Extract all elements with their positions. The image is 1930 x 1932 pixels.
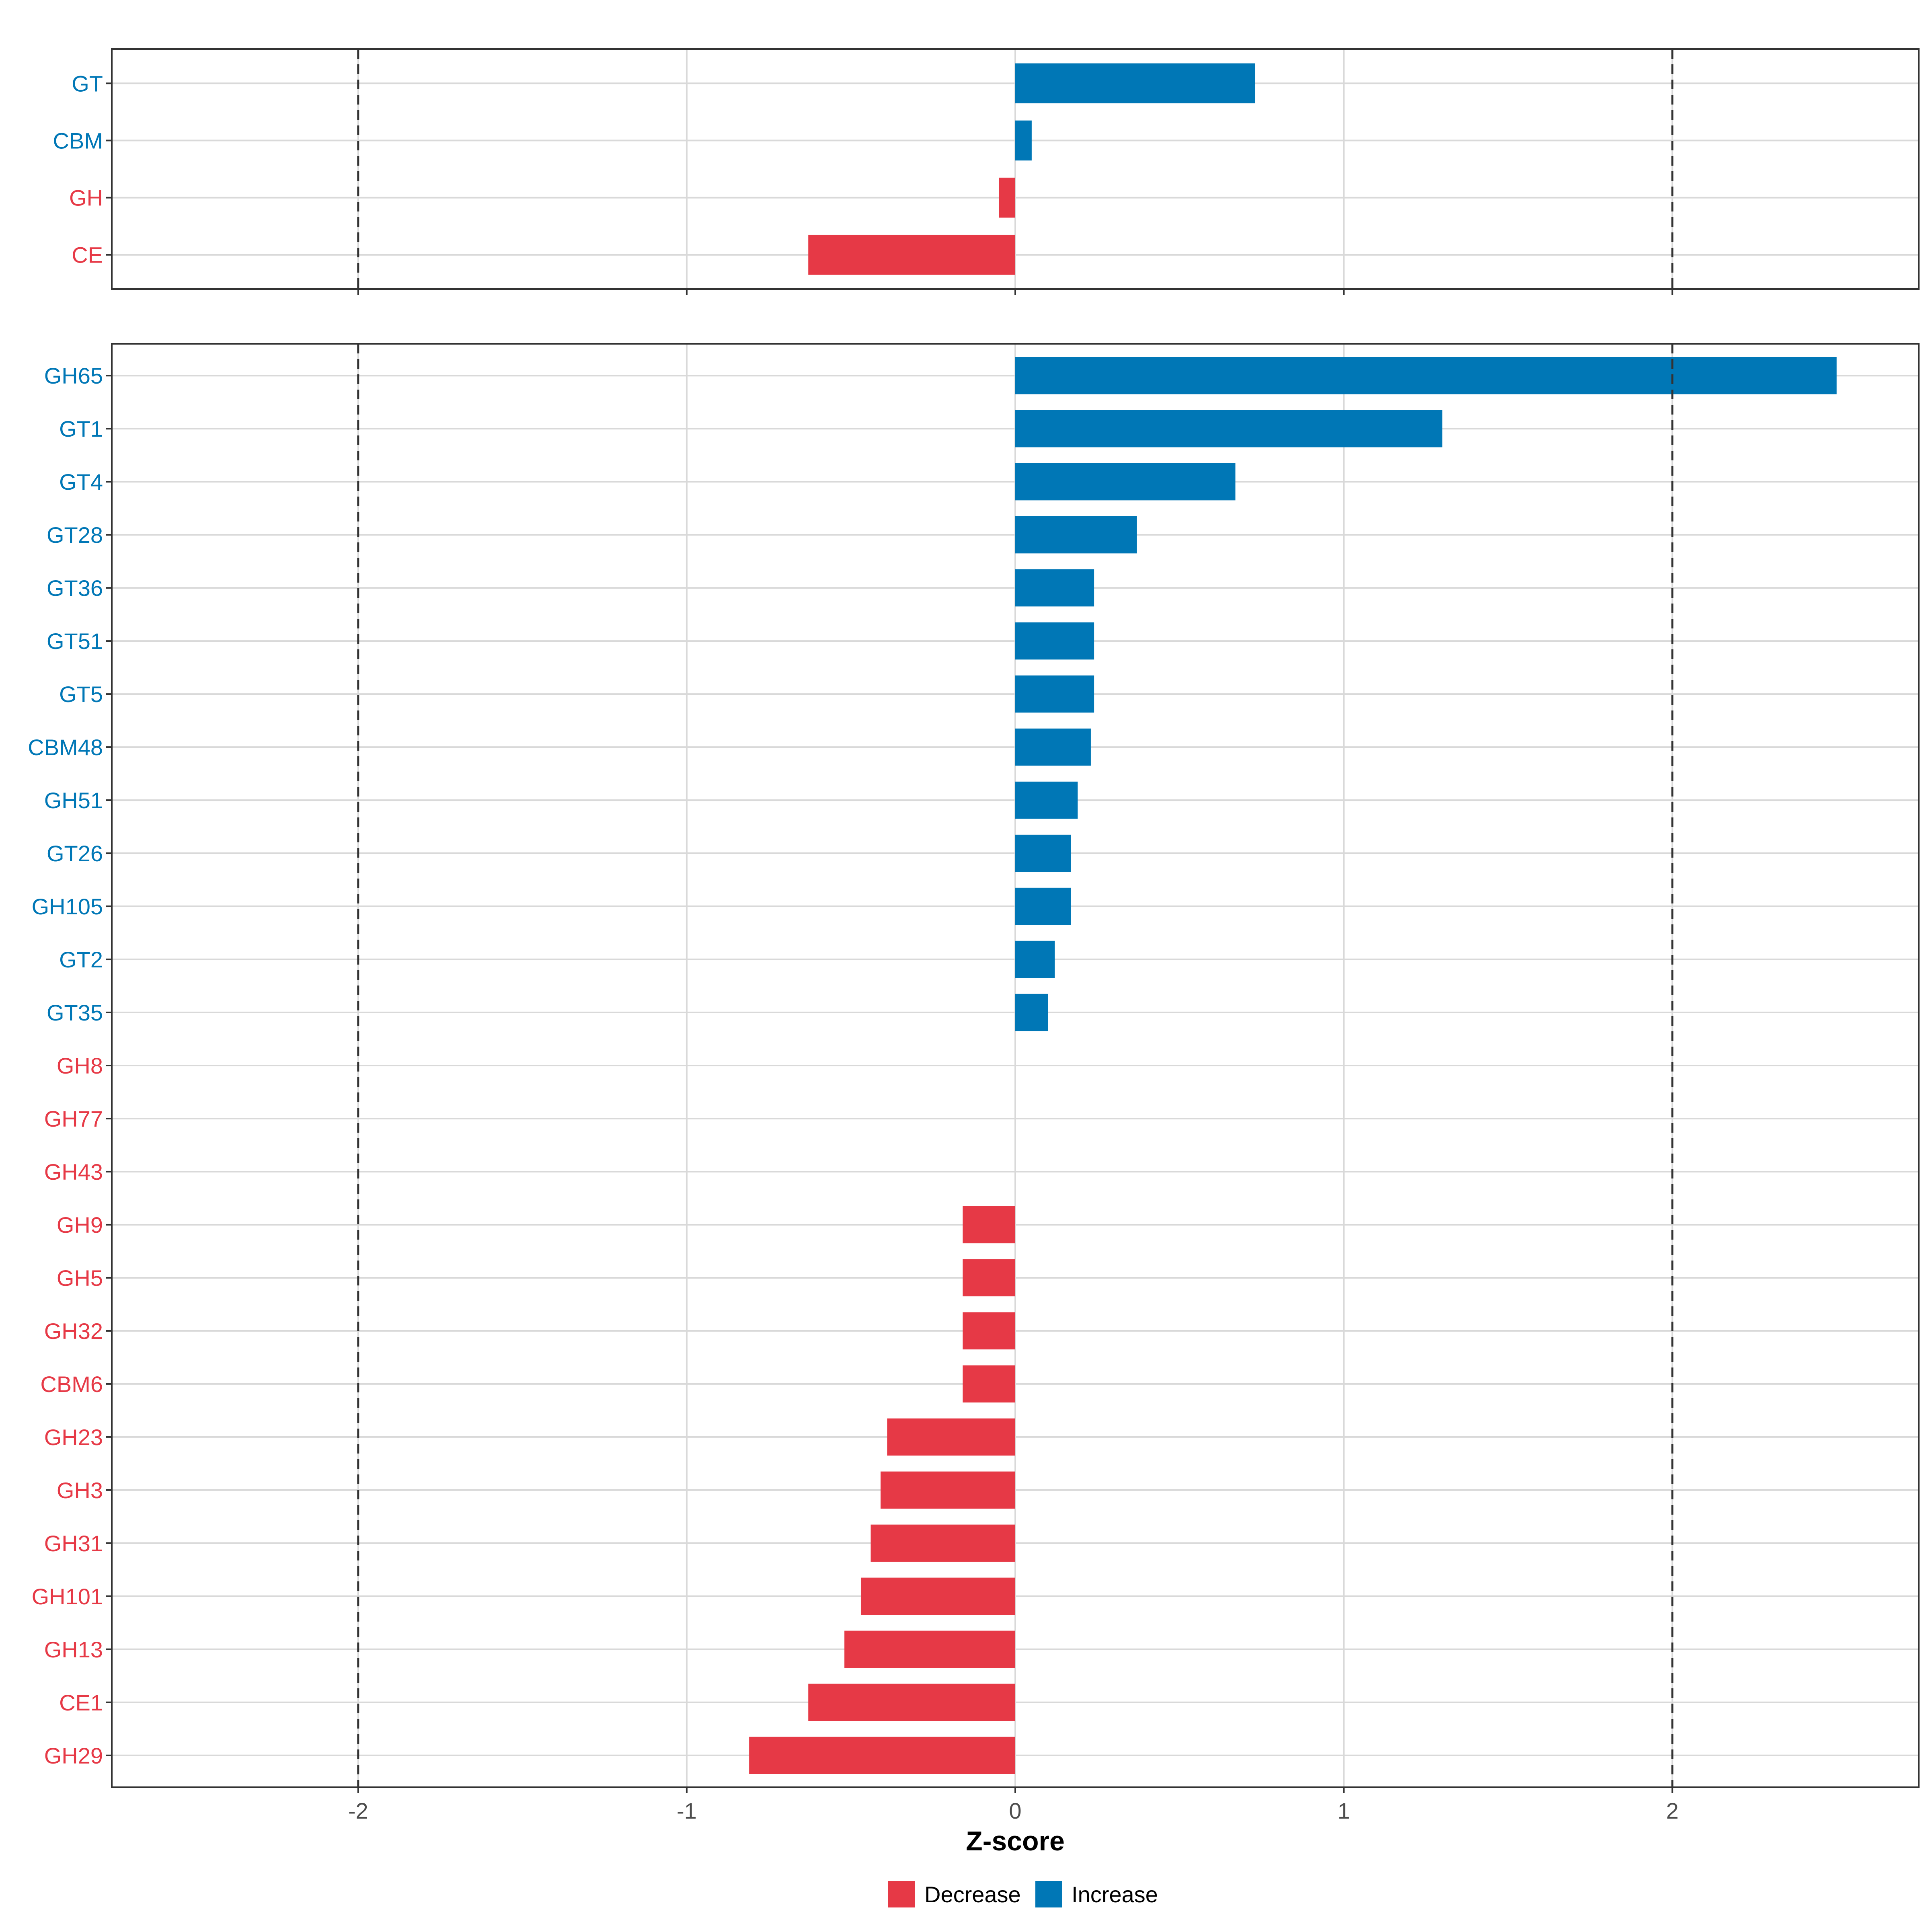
legend-swatch-decrease [888,1881,915,1907]
bar-cbm48 [1015,728,1091,766]
bar-gh5 [963,1259,1015,1297]
category-label-gt: GT [72,71,103,96]
category-label-gh77: GH77 [44,1106,103,1131]
x-tick-label: -2 [348,1798,368,1823]
category-label-gh105: GH105 [32,894,103,919]
category-label-cbm48: CBM48 [28,735,103,760]
legend-label-decrease: Decrease [924,1882,1021,1907]
legend-label-increase: Increase [1072,1882,1158,1907]
bar-gh [999,177,1015,218]
bar-gt26 [1015,834,1071,872]
x-tick-label: -1 [677,1798,697,1823]
category-label-gt36: GT36 [47,575,103,601]
bar-ce [808,234,1015,275]
bar-cbm6 [963,1365,1015,1403]
legend-swatch-increase [1035,1881,1062,1907]
bar-gh9 [963,1206,1015,1244]
category-label-gh31: GH31 [44,1531,103,1556]
legend: Decrease Increase [888,1881,1158,1907]
bar-gh65 [1015,357,1837,394]
bar-gh101 [860,1577,1015,1615]
category-label-cbm: CBM [53,128,103,153]
bar-gh23 [887,1418,1015,1456]
panel-family-level: GH65 GT1 GT4 GT28 GT36 GT51 GT5 CBM48 GH51 GT26 GH… [28,343,1920,1793]
bar-gt1 [1015,410,1443,448]
category-label-gt4: GT4 [59,469,103,495]
x-axis-title: Z-score [966,1826,1065,1856]
bar-gt35 [1015,994,1048,1031]
category-label-ce1: CE1 [59,1690,103,1715]
category-label-gh9: GH9 [57,1212,103,1238]
category-label-gt35: GT35 [47,1000,103,1025]
bar-gh13 [844,1630,1015,1668]
category-label-gh43: GH43 [44,1159,103,1185]
x-tick-label: 0 [1009,1798,1021,1823]
category-label-gt28: GT28 [47,522,103,548]
bar-gh29 [749,1737,1015,1774]
x-tick-label: 2 [1666,1798,1679,1823]
bar-ce1 [808,1684,1015,1721]
category-label-gt51: GT51 [47,628,103,654]
category-label-gt2: GT2 [59,947,103,972]
bar-cbm [1015,120,1032,161]
category-label-gh5: GH5 [57,1265,103,1291]
category-label-gh29: GH29 [44,1743,103,1768]
category-label-ce: CE [72,242,103,268]
bar-gh31 [871,1524,1015,1562]
bar-gt [1015,63,1255,104]
x-tick-label: 1 [1338,1798,1350,1823]
category-label-gh3: GH3 [57,1478,103,1503]
category-label-gh23: GH23 [44,1425,103,1450]
category-label-gh: GH [69,185,103,211]
category-label-gt26: GT26 [47,841,103,866]
category-label-gh13: GH13 [44,1637,103,1662]
bar-gh51 [1015,781,1078,819]
category-label-gh32: GH32 [44,1318,103,1344]
bar-gh32 [963,1312,1015,1350]
x-axis: -2 -1 0 1 2 [348,1798,1679,1823]
bar-gt5 [1015,675,1094,713]
bar-gt28 [1015,516,1137,554]
category-label-gh8: GH8 [57,1053,103,1078]
bar-gh3 [880,1471,1015,1509]
panel-class-level: GT CBM GH CE [53,48,1920,295]
bar-gt36 [1015,569,1094,607]
bar-gt51 [1015,622,1094,660]
category-label-gt1: GT1 [59,416,103,441]
category-label-gt5: GT5 [59,682,103,707]
panels-layer: GTCBMGHCEGH65GT1GT4GT28GT36GT51GT5CBM48G… [28,48,1920,1823]
category-label-gh101: GH101 [32,1584,103,1609]
bar-gt4 [1015,463,1236,501]
bar-gh105 [1015,887,1071,925]
category-label-gh65: GH65 [44,363,103,388]
bar-gt2 [1015,940,1055,978]
category-label-cbm6: CBM6 [40,1371,103,1397]
category-label-gh51: GH51 [44,788,103,813]
